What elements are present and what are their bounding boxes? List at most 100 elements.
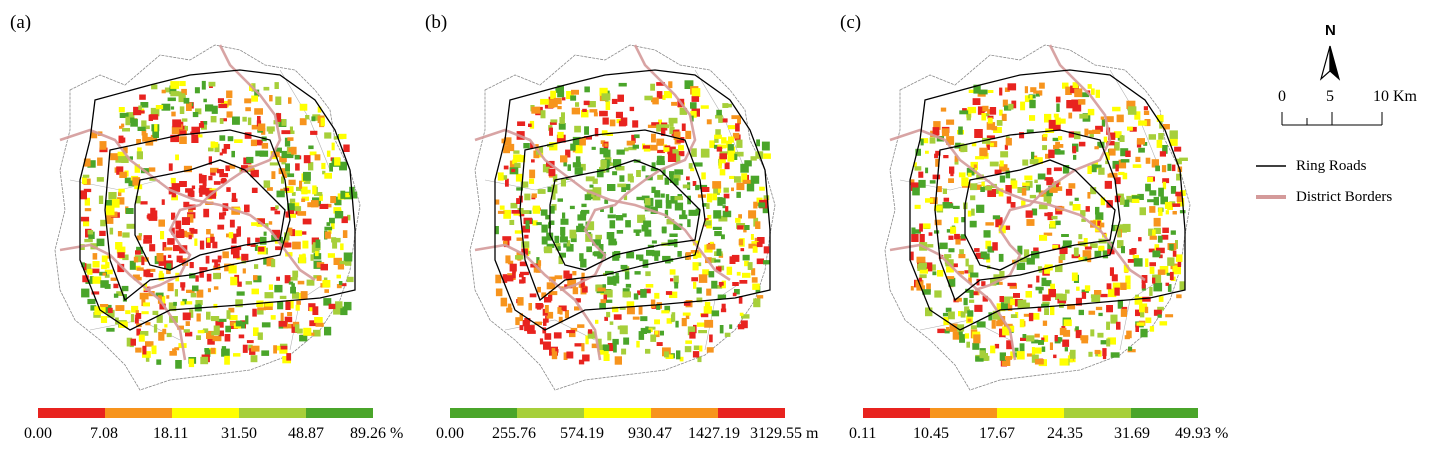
parcel bbox=[189, 262, 194, 269]
parcel bbox=[1074, 197, 1079, 201]
parcel bbox=[138, 233, 142, 237]
parcel bbox=[1157, 235, 1163, 243]
parcel bbox=[1065, 86, 1072, 95]
parcel bbox=[709, 241, 714, 246]
parcel bbox=[1127, 126, 1133, 131]
parcel bbox=[136, 235, 142, 241]
parcel bbox=[275, 147, 282, 153]
parcel bbox=[1006, 340, 1013, 350]
parcel bbox=[1016, 262, 1026, 270]
parcel bbox=[1122, 172, 1128, 180]
parcel bbox=[981, 281, 986, 286]
parcel bbox=[976, 174, 984, 180]
parcel bbox=[739, 312, 744, 316]
parcel bbox=[118, 191, 122, 197]
parcel bbox=[228, 265, 237, 274]
parcel bbox=[264, 292, 274, 299]
parcel bbox=[704, 220, 712, 226]
parcel bbox=[213, 303, 218, 308]
parcel bbox=[1053, 354, 1057, 359]
parcel bbox=[603, 353, 610, 361]
parcel bbox=[305, 115, 310, 120]
parcel bbox=[758, 202, 766, 208]
parcel bbox=[687, 326, 696, 336]
parcel bbox=[547, 143, 554, 148]
parcel bbox=[179, 81, 186, 87]
parcel bbox=[322, 170, 326, 175]
parcel bbox=[999, 175, 1006, 183]
parcel bbox=[125, 208, 134, 214]
parcel bbox=[584, 86, 590, 93]
parcel bbox=[1145, 183, 1151, 192]
parcel bbox=[696, 287, 702, 294]
parcel bbox=[1132, 254, 1139, 259]
parcel bbox=[229, 315, 238, 321]
parcel bbox=[589, 109, 598, 113]
parcel bbox=[342, 230, 348, 238]
parcel bbox=[271, 229, 281, 239]
parcel bbox=[546, 282, 556, 290]
parcel bbox=[245, 281, 252, 285]
parcel bbox=[1098, 245, 1105, 252]
parcel bbox=[1131, 195, 1140, 199]
parcel bbox=[701, 187, 710, 192]
parcel bbox=[950, 226, 957, 234]
parcel bbox=[521, 241, 530, 248]
parcel bbox=[604, 289, 613, 298]
parcel bbox=[138, 334, 145, 342]
parcel bbox=[997, 316, 1006, 325]
parcel bbox=[644, 198, 651, 206]
parcel bbox=[257, 307, 266, 311]
parcel bbox=[995, 218, 1003, 228]
parcel bbox=[248, 344, 253, 351]
parcel bbox=[507, 260, 514, 265]
parcel bbox=[619, 325, 628, 335]
parcel bbox=[1152, 274, 1162, 283]
parcel bbox=[967, 106, 977, 114]
parcel bbox=[204, 349, 211, 357]
parcel bbox=[1177, 261, 1182, 267]
parcel bbox=[181, 118, 188, 122]
parcel bbox=[299, 180, 303, 189]
parcel bbox=[312, 185, 317, 195]
parcel bbox=[945, 327, 950, 331]
parcel bbox=[544, 246, 553, 254]
parcel bbox=[336, 284, 342, 289]
parcel bbox=[1059, 358, 1069, 366]
parcel bbox=[253, 275, 258, 281]
parcel bbox=[713, 210, 722, 219]
parcel bbox=[570, 327, 578, 332]
parcel bbox=[1019, 343, 1025, 352]
parcel bbox=[105, 262, 110, 269]
parcel bbox=[187, 214, 194, 223]
parcel bbox=[544, 296, 552, 303]
colorbar-segment bbox=[105, 408, 172, 418]
parcel bbox=[183, 329, 190, 333]
parcel bbox=[203, 328, 209, 333]
parcel bbox=[259, 236, 267, 245]
parcel bbox=[1075, 329, 1082, 339]
parcel bbox=[683, 301, 691, 306]
parcel bbox=[1029, 159, 1039, 165]
parcel bbox=[718, 185, 722, 193]
parcel bbox=[1078, 257, 1084, 261]
parcel bbox=[690, 167, 695, 172]
parcel bbox=[663, 91, 672, 99]
parcel bbox=[109, 227, 114, 235]
parcel bbox=[208, 81, 216, 87]
parcel bbox=[207, 288, 211, 293]
parcel bbox=[321, 162, 326, 170]
parcel bbox=[602, 284, 606, 289]
parcel bbox=[1022, 159, 1029, 166]
parcel bbox=[753, 298, 761, 308]
parcel bbox=[651, 240, 657, 244]
parcel bbox=[184, 125, 188, 131]
parcel bbox=[1042, 145, 1047, 151]
tick-label: 930.47 bbox=[628, 425, 672, 442]
parcel bbox=[690, 250, 699, 254]
parcel bbox=[281, 119, 286, 126]
parcel bbox=[574, 167, 583, 175]
parcel bbox=[983, 230, 991, 238]
parcel bbox=[967, 172, 972, 177]
parcel bbox=[1175, 254, 1183, 262]
